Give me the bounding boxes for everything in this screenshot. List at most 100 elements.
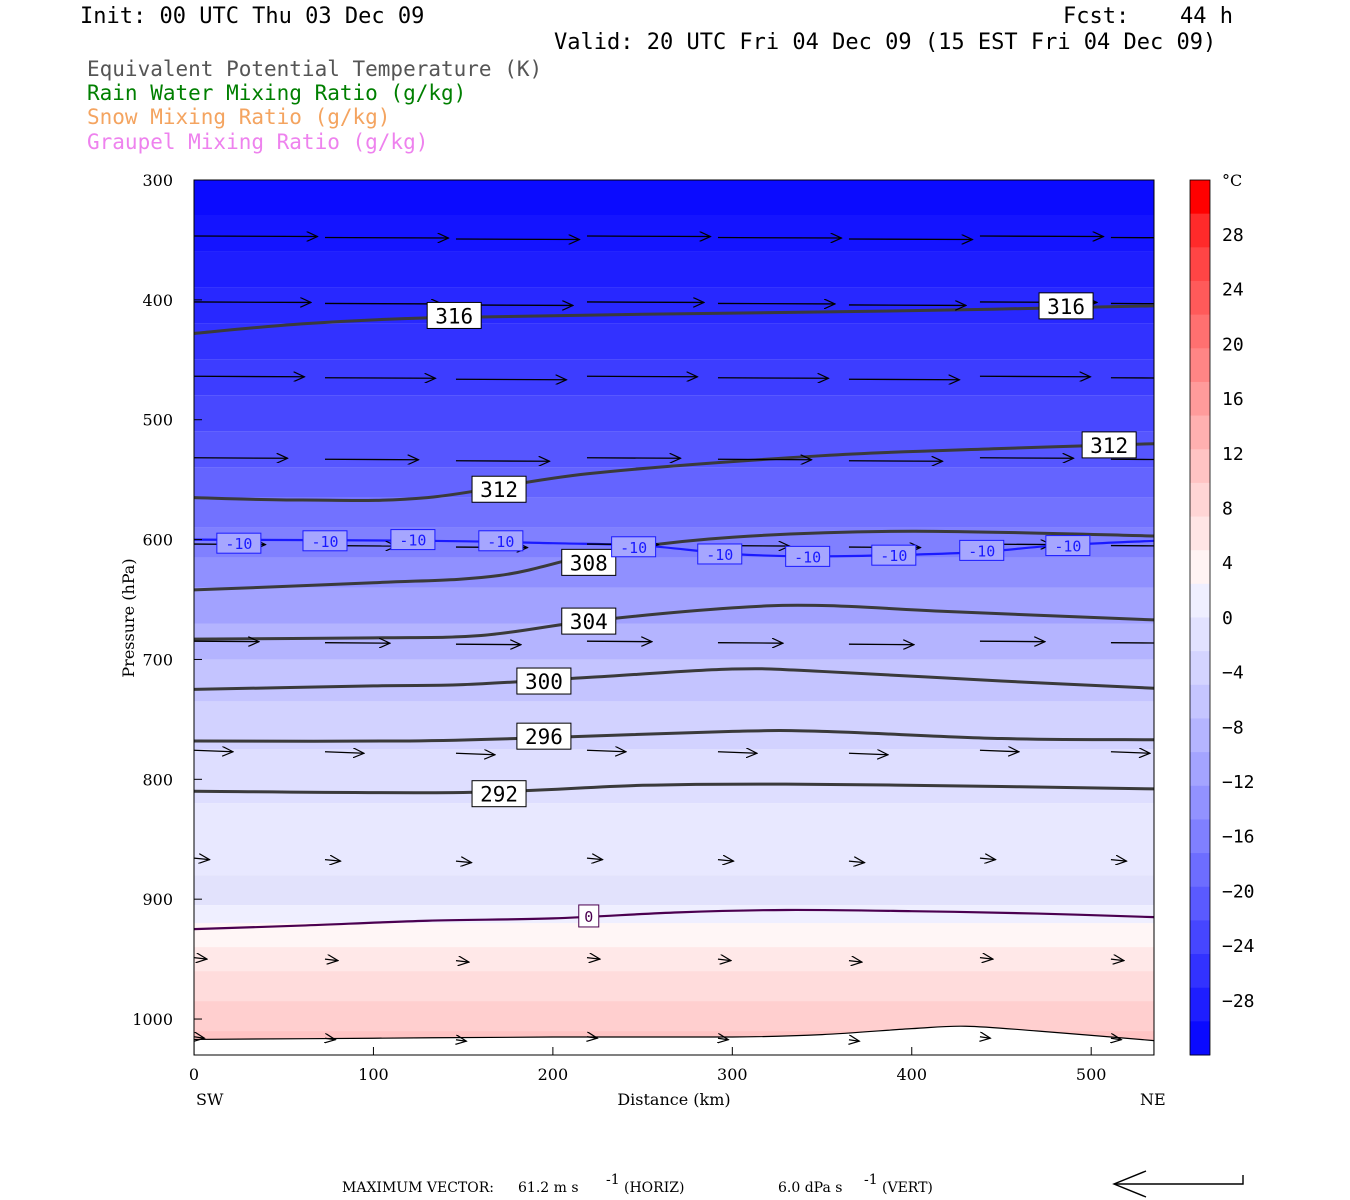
wind-vector xyxy=(586,858,603,860)
terrain xyxy=(194,1025,1154,1055)
wind-vector xyxy=(1110,752,1150,754)
y-tick-label: 500 xyxy=(142,411,173,430)
wind-vector xyxy=(848,239,973,240)
wind-vector xyxy=(717,238,842,239)
vert-exponent: -1 xyxy=(864,1172,878,1188)
wind-vector xyxy=(1110,302,1154,305)
contour-label-box xyxy=(1081,431,1137,459)
colorbar-swatch xyxy=(1190,583,1210,618)
contour-label-box xyxy=(471,780,527,808)
x-left-end: SW xyxy=(196,1090,224,1109)
wind-vector xyxy=(1110,860,1127,862)
theta-e-label: 296 xyxy=(525,725,563,749)
colorbar-tick-label: 8 xyxy=(1222,499,1233,520)
colorbar-swatch xyxy=(1190,180,1210,215)
temp-label-box xyxy=(302,530,348,552)
wind-vector xyxy=(324,752,364,754)
temperature-band xyxy=(194,971,1154,1002)
colorbar-swatch xyxy=(1190,550,1210,585)
wind-vector xyxy=(194,958,207,960)
wind-vector xyxy=(980,1037,990,1039)
wind-vector xyxy=(717,752,757,754)
wind-vector xyxy=(849,1040,859,1042)
contour-label-box xyxy=(516,667,572,695)
wind-vector xyxy=(194,858,210,860)
temp-label-box xyxy=(390,529,436,551)
theta-e-label: 316 xyxy=(1047,295,1085,319)
temp-minus10-label: -10 xyxy=(487,533,514,551)
temp-minus10-label: -10 xyxy=(399,532,426,550)
wind-vector xyxy=(455,644,521,645)
wind-vector xyxy=(324,643,390,644)
legend-graupel: Graupel Mixing Ratio (g/kg) xyxy=(87,130,429,154)
wind-vector xyxy=(455,861,472,863)
x-tick-label: 300 xyxy=(717,1065,748,1084)
temp-minus10-label: -10 xyxy=(706,546,733,564)
colorbar-swatch xyxy=(1190,617,1210,652)
wind-vector xyxy=(455,753,495,755)
x-tick-label: 0 xyxy=(189,1065,199,1084)
colorbar-tick-label: 28 xyxy=(1222,225,1244,246)
wind-vector xyxy=(455,461,550,462)
colorbar-swatch xyxy=(1190,718,1210,753)
valid-time: Valid: 20 UTC Fri 04 Dec 09 (15 EST Fri … xyxy=(554,30,1217,55)
temp-label-box xyxy=(871,544,917,566)
wind-vector xyxy=(324,378,436,379)
wind-vector xyxy=(848,461,943,462)
wind-vector xyxy=(717,459,812,460)
colorbar-swatch xyxy=(1190,449,1210,484)
colorbar-swatch xyxy=(1190,684,1210,719)
theta-e-contour xyxy=(194,667,1154,691)
colorbar-swatch xyxy=(1190,785,1210,820)
temp-label-box xyxy=(1045,535,1091,557)
horiz-value: 61.2 m s xyxy=(518,1180,579,1196)
temp-label-box xyxy=(611,536,657,558)
y-tick-label: 300 xyxy=(142,171,173,190)
wind-vector xyxy=(717,959,731,961)
colorbar-swatch xyxy=(1190,819,1210,854)
wind-vector xyxy=(1110,458,1154,461)
temperature-band xyxy=(194,287,1154,324)
colorbar-swatch xyxy=(1190,280,1210,316)
theta-e-label: 292 xyxy=(480,783,518,807)
x-axis-label: Distance (km) xyxy=(617,1090,730,1109)
colorbar-tick-label: 20 xyxy=(1222,334,1244,355)
wind-vector xyxy=(718,1038,728,1040)
temperature-fill xyxy=(194,180,1154,1055)
colorbar-tick-label: −4 xyxy=(1222,663,1244,684)
wind-vector xyxy=(194,458,288,459)
temp-label-box xyxy=(578,904,600,928)
wind-vector xyxy=(848,961,862,963)
wind-vector xyxy=(717,860,734,862)
wind-vector xyxy=(1110,377,1154,379)
wind-vector xyxy=(586,958,600,960)
temperature-band xyxy=(194,947,1154,972)
colorbar-tick-label: 0 xyxy=(1222,608,1233,629)
wind-vector xyxy=(717,643,783,644)
wind-vector xyxy=(194,376,305,377)
wind-vector xyxy=(979,236,1104,237)
temperature-band xyxy=(194,467,1154,498)
temperature-band xyxy=(194,923,1154,948)
temperature-band xyxy=(194,803,1154,876)
theta-e-label: 312 xyxy=(480,478,518,502)
temp-minus10-label: -10 xyxy=(225,535,252,553)
horiz-tag: (HORIZ) xyxy=(624,1180,684,1196)
colorbar-swatch xyxy=(1190,752,1210,787)
wind-vector xyxy=(325,1038,335,1040)
wind-vector xyxy=(979,641,1045,642)
colorbar-tick-label: 24 xyxy=(1222,280,1244,301)
temperature-band xyxy=(194,497,1154,528)
wind-vector xyxy=(979,750,1019,752)
x-tick-label: 200 xyxy=(538,1065,569,1084)
wind-vector xyxy=(848,753,888,755)
temp-zero-label: 0 xyxy=(584,908,593,926)
contour-label-box xyxy=(471,475,527,503)
colorbar-tick-label: 12 xyxy=(1222,444,1244,465)
colorbar-tick-label: −28 xyxy=(1222,991,1255,1012)
temperature-band xyxy=(194,1001,1154,1032)
wind-vector xyxy=(717,378,829,379)
temp-label-box xyxy=(216,532,262,554)
wind-vector xyxy=(848,644,914,645)
wind-vector xyxy=(979,458,1074,459)
